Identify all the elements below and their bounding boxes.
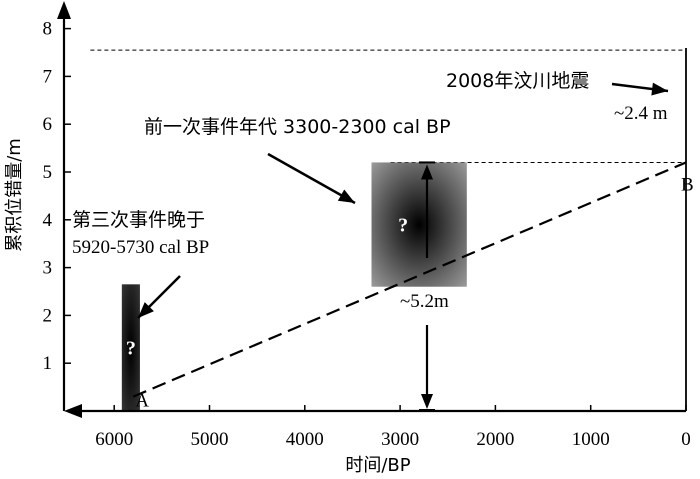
arrow-previous-event-shaft bbox=[267, 152, 356, 205]
y-tick-label: 4 bbox=[43, 210, 53, 231]
annotation-third-event-line1: 第三次事件晚于 bbox=[72, 209, 205, 231]
x-tick-label: 1000 bbox=[572, 429, 610, 450]
event-box-previous bbox=[371, 162, 467, 287]
annotation-third-event-line2: 5920-5730 cal BP bbox=[72, 237, 209, 258]
y-axis-arrow-icon bbox=[57, 1, 71, 19]
annotation-wenchuan-offset: ~2.4 m bbox=[614, 103, 668, 124]
annotation-wenchuan: 2008年汶川地震 bbox=[446, 70, 589, 92]
annotation-cumulative-offset: ~5.2m bbox=[400, 291, 449, 312]
x-tick-label: 0 bbox=[681, 429, 691, 450]
y-tick-label: 3 bbox=[43, 258, 53, 279]
arrow-wenchuan-head-icon bbox=[651, 82, 668, 96]
series-layer bbox=[132, 161, 687, 398]
event-box-question-previous: ? bbox=[398, 215, 408, 237]
x-axis-arrow-icon bbox=[64, 404, 82, 418]
offset-arrow-up-head-icon bbox=[421, 164, 433, 180]
y-tick-label: 5 bbox=[43, 162, 53, 183]
y-tick-label: 2 bbox=[43, 305, 53, 326]
y-tick-label: 1 bbox=[43, 353, 53, 374]
event-box-third bbox=[121, 284, 140, 411]
arrow-third-event-head-icon bbox=[138, 302, 154, 318]
x-axis-title: 时间/BP bbox=[345, 455, 410, 476]
x-tick-label: 3000 bbox=[381, 429, 419, 450]
x-tick-label: 4000 bbox=[286, 429, 324, 450]
offset-arrow-down-head-icon bbox=[421, 394, 433, 409]
annotation-previous-event: 前一次事件年代 3300-2300 cal BP bbox=[144, 116, 451, 138]
ticks: 6000 5000 4000 3000 2000 1000 0 1 2 3 4 5 6 7 8 bbox=[43, 19, 691, 450]
annotations: 第三次事件晚于 5920-5730 cal BP 前一次事件年代 3300-2300… bbox=[72, 70, 694, 412]
event-box-question-third: ? bbox=[126, 338, 136, 360]
x-tick-label: 6000 bbox=[95, 429, 133, 450]
arrow-previous-event-head-icon bbox=[337, 189, 355, 203]
y-tick-label: 6 bbox=[43, 114, 53, 135]
axes bbox=[57, 1, 687, 418]
x-tick-label: 5000 bbox=[191, 429, 229, 450]
reference-lines bbox=[90, 49, 686, 163]
y-tick-label: 8 bbox=[43, 19, 53, 40]
point-label-b: B bbox=[681, 174, 694, 195]
y-tick-label: 7 bbox=[43, 66, 53, 87]
y-axis-title: 累积位错量/m bbox=[4, 138, 25, 252]
x-tick-label: 2000 bbox=[476, 429, 514, 450]
series-line-1 bbox=[132, 161, 687, 398]
event-boxes: ?? bbox=[121, 162, 467, 411]
point-label-a: A bbox=[135, 391, 149, 412]
